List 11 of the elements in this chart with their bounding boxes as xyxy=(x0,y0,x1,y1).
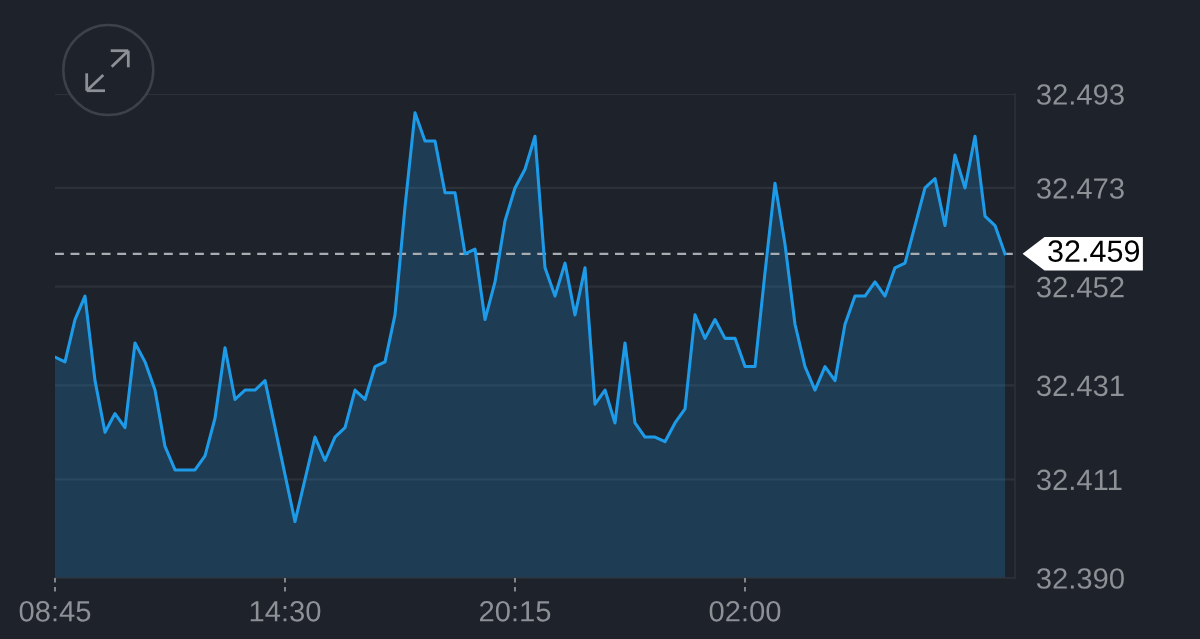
ref-line-label: 32.459 xyxy=(1048,240,1140,262)
x-tick-label: 14:30 xyxy=(250,600,321,622)
y-tick-label: 32.390 xyxy=(1036,568,1124,589)
x-tick-label: 08:45 xyxy=(19,600,91,622)
x-tick-label: 20:15 xyxy=(479,600,551,622)
y-tick-label: 32.452 xyxy=(1036,276,1124,298)
x-tick-label: 02:00 xyxy=(709,600,781,622)
y-tick-label: 32.411 xyxy=(1036,469,1122,491)
y-tick-label: 32.431 xyxy=(1036,375,1124,397)
y-tick-label: 32.473 xyxy=(1036,178,1124,199)
y-tick-label: 32.493 xyxy=(1036,84,1124,105)
